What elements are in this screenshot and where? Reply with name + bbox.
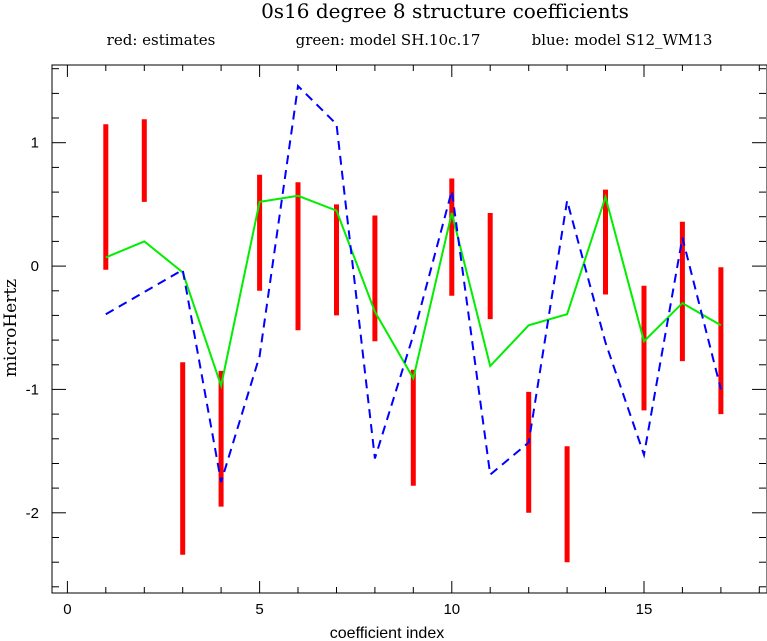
series-line-sh10c17 (105, 193, 722, 390)
estimate-bars (103, 119, 724, 563)
series-line-s12wm13 (105, 83, 722, 483)
x-tick-label: 15 (636, 601, 653, 618)
axis-ticks (52, 65, 766, 593)
legend-estimates: red: estimates (107, 31, 216, 49)
x-tick-label: 10 (443, 601, 460, 618)
x-tick-label: 0 (63, 601, 71, 618)
model-lines (105, 83, 722, 483)
chart-title: 0s16 degree 8 structure coefficients (261, 0, 629, 23)
x-axis-label: coefficient index (330, 625, 444, 641)
y-tick-label: 0 (31, 258, 39, 275)
plot-frame (51, 64, 767, 594)
x-tick-label: 5 (255, 601, 263, 618)
y-axis-label: microHertz (1, 279, 21, 377)
legend-model-s12: blue: model S12_WM13 (532, 31, 713, 49)
y-tick-label: -2 (26, 505, 39, 522)
legend-model-sh: green: model SH.10c.17 (296, 31, 481, 49)
y-tick-label: 1 (31, 135, 39, 152)
y-tick-label: -1 (26, 381, 39, 398)
